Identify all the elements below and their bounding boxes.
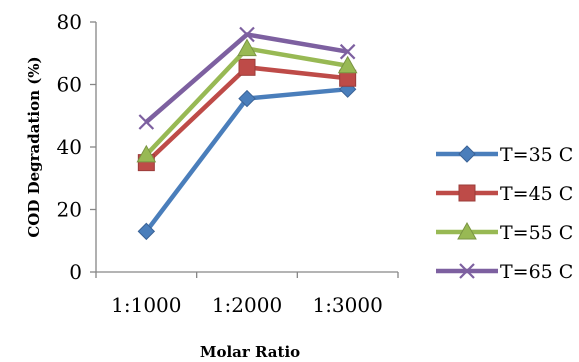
data-point <box>339 43 356 60</box>
x-tick-label: 1:1000 <box>111 293 181 317</box>
x-tick-label: 1:3000 <box>312 293 382 317</box>
data-point <box>137 222 156 241</box>
series-1 <box>137 80 357 241</box>
x-axis-title: Molar Ratio <box>200 343 300 361</box>
legend-swatch-marker <box>458 184 476 202</box>
y-axis-title: COD Degradation (%) <box>25 56 43 237</box>
y-axis: 0 20 40 60 80 <box>57 10 97 284</box>
legend-label: T=65 C <box>500 261 573 283</box>
legend-entry: T=65 C <box>436 261 573 283</box>
x-axis: 1:1000 1:2000 1:3000 <box>95 271 399 317</box>
y-tick-label: 60 <box>57 73 82 97</box>
legend-label: T=35 C <box>500 144 573 166</box>
legend-entry: T=55 C <box>436 221 573 244</box>
legend-swatch-marker <box>458 145 476 163</box>
series-4 <box>138 26 356 130</box>
data-point <box>238 89 256 108</box>
y-tick-label: 20 <box>57 198 82 222</box>
legend-swatch-marker <box>457 221 477 240</box>
series-3 <box>136 38 358 163</box>
series-area <box>136 26 358 241</box>
series-line <box>144 65 348 165</box>
y-tick-label: 40 <box>57 135 82 159</box>
series-line <box>144 86 348 233</box>
data-point <box>239 26 255 43</box>
legend-label: T=45 C <box>500 183 573 205</box>
data-point <box>337 55 358 74</box>
data-point <box>136 144 157 163</box>
y-tick-label: 80 <box>57 10 82 34</box>
legend-entry: T=45 C <box>436 183 573 205</box>
legend-entry: T=35 C <box>436 144 573 166</box>
data-point <box>138 114 155 130</box>
data-point <box>238 58 256 76</box>
x-tick-label: 1:2000 <box>212 293 282 317</box>
legend-swatch-marker <box>459 263 475 279</box>
legend: T=35 C T=45 C T=55 C T=65 C <box>436 144 573 283</box>
y-tick-label: 0 <box>69 260 82 284</box>
data-point <box>237 38 257 57</box>
series-2 <box>137 58 357 172</box>
legend-label: T=55 C <box>500 222 573 244</box>
